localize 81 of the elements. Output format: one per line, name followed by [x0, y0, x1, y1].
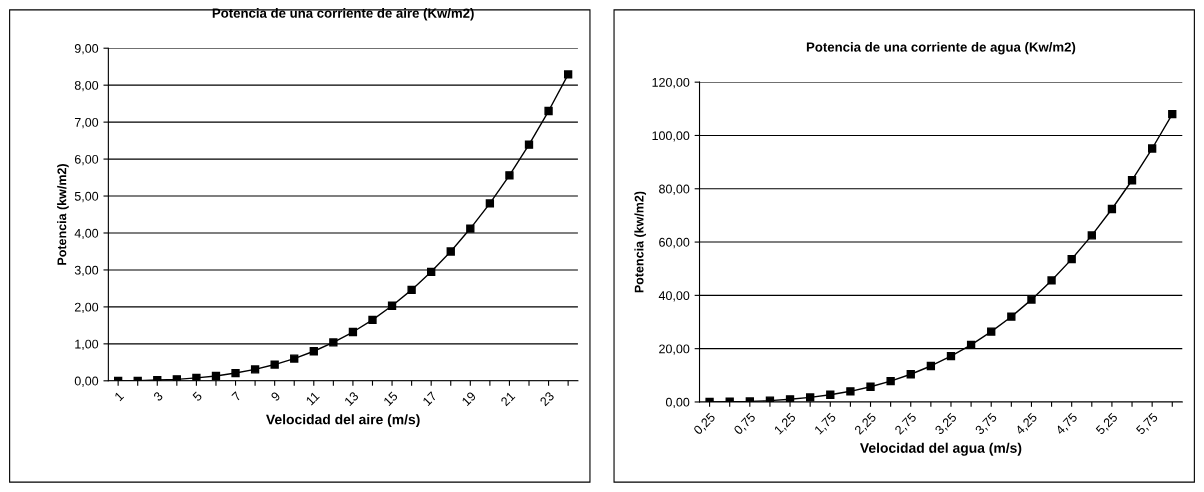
x-tick-label: 17 [422, 391, 438, 407]
y-tick-label: 120,00 [652, 77, 690, 89]
point [1107, 204, 1117, 214]
y-tick-label: 40,00 [658, 291, 690, 302]
x-tick-label: 11 [305, 391, 320, 406]
y-tick-label: 5,00 [74, 191, 99, 203]
point [270, 360, 279, 369]
point [1087, 231, 1096, 240]
x-tick-label: 5 [192, 391, 203, 402]
y-tick-label: 100,00 [652, 131, 690, 142]
y-axis-title: Potencia (kw/m2) [57, 164, 69, 265]
x-axis-title: Velocidad del agua (m/s) [859, 442, 1022, 456]
point [250, 365, 260, 374]
y-axis-title: Potencia (kw/m2) [634, 191, 647, 293]
point [446, 247, 455, 256]
point [1027, 295, 1036, 304]
y-tick-label: 8,00 [74, 80, 99, 92]
y-tick-label: 7,00 [74, 117, 99, 129]
x-tick-label: 5,75 [1135, 412, 1160, 437]
y-tick-label: 3,00 [74, 265, 99, 277]
point [192, 373, 201, 381]
x-tick-label: 13 [344, 391, 360, 407]
x-tick-label: 7 [231, 391, 242, 402]
chart-title: Potencia de una corriente de agua (Kw/m2) [806, 42, 1076, 55]
chart-title: Potencia de una corriente de aire (Kw/m2) [212, 8, 474, 21]
y-tick-label: 0,00 [665, 397, 690, 409]
point [906, 370, 915, 379]
x-tick-label: 1 [114, 391, 125, 402]
point [1007, 312, 1016, 321]
x-axis-title: Velocidad del aire (m/s) [266, 414, 420, 428]
point [987, 327, 996, 336]
point [1047, 276, 1056, 285]
y-tick-label: 2,00 [74, 302, 99, 314]
x-tick-label: 9 [270, 391, 281, 402]
y-tick-label: 1,00 [75, 339, 99, 350]
point [505, 171, 514, 180]
x-tick-label: 3 [152, 391, 164, 402]
point [926, 361, 936, 371]
point [427, 267, 436, 276]
y-tick-label: 0,00 [74, 376, 99, 387]
point [1067, 254, 1076, 264]
x-tick-label: 15 [383, 391, 399, 407]
point [387, 301, 397, 310]
y-tick-label: 9,00 [74, 44, 99, 55]
y-tick-label: 80,00 [659, 184, 690, 195]
point [329, 338, 338, 347]
x-tick-label: 23 [539, 391, 555, 407]
x-tick-label: 21 [500, 391, 516, 407]
point [466, 224, 475, 233]
point [886, 377, 895, 386]
y-tick-label: 20,00 [659, 344, 690, 355]
y-tick-label: 60,00 [659, 237, 690, 249]
point [826, 390, 835, 399]
point [1147, 144, 1157, 153]
x-tick-label: 0,75 [733, 412, 757, 437]
point [407, 285, 416, 295]
point [348, 327, 358, 337]
point [946, 351, 956, 361]
point [1127, 176, 1137, 185]
point [866, 382, 875, 391]
x-tick-label: 3,25 [934, 412, 959, 437]
point [846, 387, 855, 396]
x-tick-label: 4,25 [1014, 412, 1039, 437]
point [485, 199, 495, 208]
point [563, 70, 573, 79]
point [805, 393, 815, 402]
x-tick-label: 19 [461, 391, 477, 407]
point [524, 140, 534, 149]
point [368, 315, 377, 325]
point [231, 368, 240, 378]
x-tick-label: 4,75 [1055, 412, 1079, 437]
point [309, 347, 318, 356]
y-tick-label: 4,00 [74, 228, 99, 240]
point [211, 371, 221, 381]
point [544, 106, 553, 116]
point [1168, 109, 1177, 119]
x-tick-label: 5,25 [1095, 412, 1120, 437]
x-tick-label: 0,25 [692, 412, 717, 437]
point [290, 354, 299, 363]
y-tick-label: 6,00 [74, 154, 99, 166]
x-tick-label: 3,75 [974, 412, 999, 437]
